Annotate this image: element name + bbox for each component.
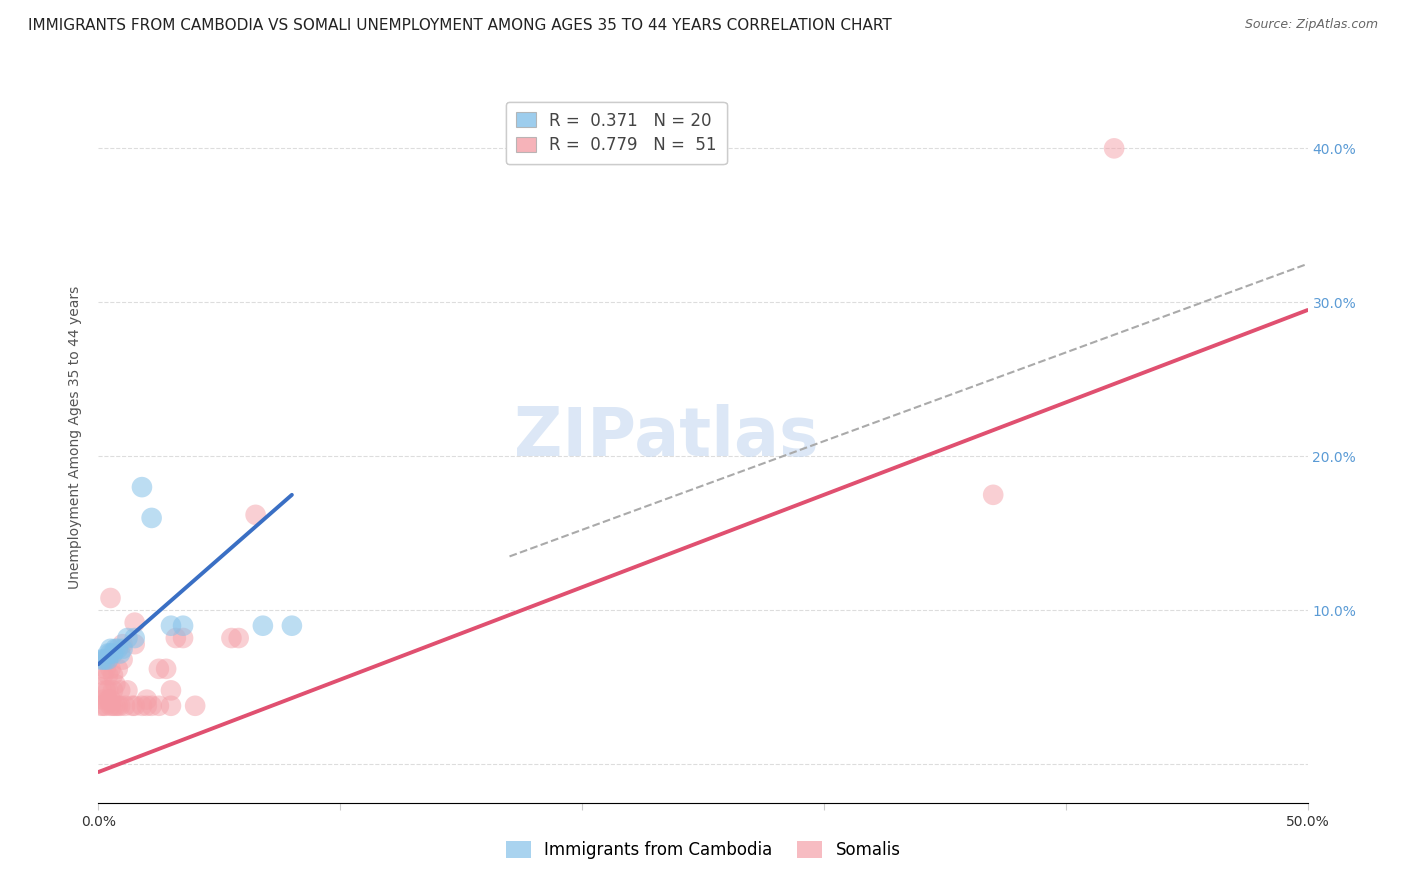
Point [184,698,207,713]
Point [124,615,146,630]
Point [124,698,146,713]
Point [160,683,183,698]
Point [94,683,117,698]
Text: ZIPatlas: ZIPatlas [515,404,820,470]
Point [117,631,139,645]
Point [100,698,122,713]
Point [101,683,124,698]
Point [101,668,124,682]
Point [165,631,187,645]
Point [97,652,120,666]
Point [108,683,131,698]
Point [135,698,157,713]
Point [155,662,177,676]
Point [252,618,274,632]
Point [97,692,120,706]
Point [97,668,120,682]
Point [101,698,124,713]
Point [91,652,114,666]
Point [94,662,117,676]
Point [111,641,134,656]
Point [107,698,129,713]
Point [131,480,153,494]
Point [91,668,114,682]
Point [245,508,267,522]
Point [104,677,127,691]
Y-axis label: Unemployment Among Ages 35 to 44 years: Unemployment Among Ages 35 to 44 years [69,285,83,589]
Point [141,698,163,713]
Point [104,641,127,656]
Legend: Immigrants from Cambodia, Somalis: Immigrants from Cambodia, Somalis [499,834,907,866]
Point [107,662,129,676]
Point [981,488,1004,502]
Text: Source: ZipAtlas.com: Source: ZipAtlas.com [1244,18,1378,31]
Point [100,641,122,656]
Point [100,591,122,605]
Point [160,698,183,713]
Point [97,647,120,661]
Point [108,698,131,713]
Point [228,631,250,645]
Point [90,698,112,713]
Point [114,698,136,713]
Point [100,647,122,661]
Point [135,692,157,706]
Point [281,618,304,632]
Point [104,698,127,713]
Point [221,631,243,645]
Point [124,631,146,645]
Point [121,698,143,713]
Point [91,698,114,713]
Point [100,692,122,706]
Point [97,652,120,666]
Point [141,511,163,525]
Point [94,698,117,713]
Point [94,652,117,666]
Text: IMMIGRANTS FROM CAMBODIA VS SOMALI UNEMPLOYMENT AMONG AGES 35 TO 44 YEARS CORREL: IMMIGRANTS FROM CAMBODIA VS SOMALI UNEMP… [28,18,891,33]
Point [1102,141,1125,155]
Point [108,647,131,661]
Point [111,652,134,666]
Point [160,618,183,632]
Point [100,662,122,676]
Point [172,631,194,645]
Point [101,647,124,661]
Point [117,683,139,698]
Point [131,698,153,713]
Point [107,641,129,656]
Point [148,662,170,676]
Point [148,698,170,713]
Point [90,652,112,666]
Point [94,652,117,666]
Point [111,637,134,651]
Point [172,618,194,632]
Legend: R =  0.371   N = 20, R =  0.779   N =  51: R = 0.371 N = 20, R = 0.779 N = 51 [506,102,727,164]
Point [124,637,146,651]
Point [97,683,120,698]
Point [91,692,114,706]
Point [90,681,112,695]
